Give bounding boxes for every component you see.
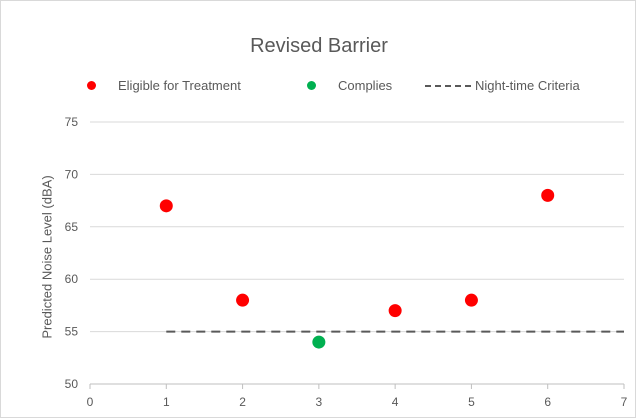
legend-marker-complies xyxy=(307,81,316,90)
y-tick-label: 70 xyxy=(65,167,79,181)
legend-marker-eligible xyxy=(87,81,96,90)
x-tick-label: 5 xyxy=(468,395,475,409)
data-point-eligible xyxy=(541,188,555,202)
y-tick-label: 65 xyxy=(65,220,79,234)
legend: Eligible for Treatment Complies Night-ti… xyxy=(1,78,636,98)
x-tick-label: 2 xyxy=(239,395,246,409)
y-tick-label: 75 xyxy=(65,115,79,129)
legend-label-complies: Complies xyxy=(338,78,393,93)
legend-item-complies: Complies xyxy=(307,78,392,93)
x-tick-label: 7 xyxy=(621,395,628,409)
x-tick-label: 6 xyxy=(544,395,551,409)
y-tick-label: 55 xyxy=(65,325,79,339)
x-tick-label: 1 xyxy=(163,395,170,409)
data-point-eligible xyxy=(159,199,173,213)
data-point-eligible xyxy=(388,304,402,318)
legend-item-night-time: Night-time Criteria xyxy=(425,78,580,93)
x-tick-label: 3 xyxy=(316,395,323,409)
data-point-eligible xyxy=(464,293,478,307)
y-tick-label: 60 xyxy=(65,272,79,286)
chart-title: Revised Barrier xyxy=(250,35,388,57)
x-tick-label: 4 xyxy=(392,395,399,409)
legend-marker-night-time xyxy=(425,84,471,87)
x-tick-label: 0 xyxy=(87,395,94,409)
legend-label-night-time: Night-time Criteria xyxy=(475,78,580,93)
data-point-eligible xyxy=(236,293,250,307)
legend-label-eligible: Eligible for Treatment xyxy=(118,78,241,93)
data-point-complies xyxy=(312,335,326,349)
y-tick-label: 50 xyxy=(65,377,79,391)
legend-item-eligible: Eligible for Treatment xyxy=(87,78,241,93)
